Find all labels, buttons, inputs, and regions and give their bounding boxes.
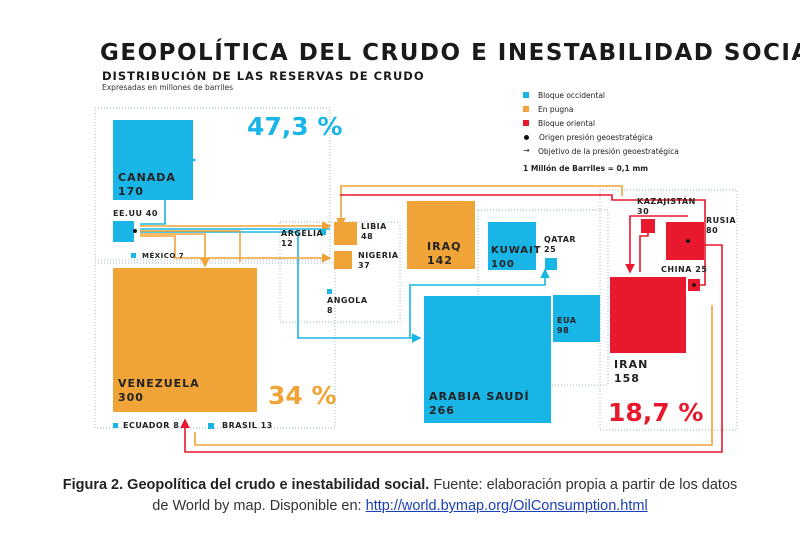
box-angola bbox=[327, 289, 332, 294]
box-arabia bbox=[424, 296, 551, 423]
box-argelia bbox=[320, 229, 326, 235]
label-angola: ANGOLA 8 bbox=[327, 296, 368, 315]
label-eeuu: EE.UU 40 bbox=[113, 209, 158, 218]
label-iraq: IRAQ 142 bbox=[427, 240, 462, 267]
legend-item-east: Bloque oriental bbox=[523, 116, 679, 130]
box-iraq bbox=[407, 201, 475, 269]
label-brasil: BRASIL 13 bbox=[222, 421, 273, 430]
box-kazajistan bbox=[641, 219, 655, 233]
flow-kazajistan-iran bbox=[639, 228, 649, 272]
label-kuwait: KUWAIT 100 bbox=[491, 245, 542, 270]
label-libia: LIBIA 48 bbox=[361, 222, 387, 241]
legend: Bloque occidental En pugna Bloque orient… bbox=[523, 88, 679, 175]
dispute-region-frame bbox=[94, 262, 336, 429]
figure-caption: Figura 2. Geopolítica del crudo e inesta… bbox=[60, 475, 740, 517]
source-link[interactable]: http://world.bymap.org/OilConsumption.ht… bbox=[365, 498, 648, 514]
label-venezuela: VENEZUELA 300 bbox=[118, 377, 200, 404]
flow-east-west bbox=[180, 244, 723, 453]
label-iran: IRAN 158 bbox=[614, 358, 649, 385]
origin-dot-china bbox=[692, 283, 696, 287]
origin-dot-rusia bbox=[686, 239, 690, 243]
box-venezuela bbox=[113, 268, 257, 412]
legend-item-target: → Objetivo de la presión geoestratégica bbox=[523, 144, 679, 158]
box-eua bbox=[553, 295, 600, 342]
flow-eeuu-venezuela bbox=[140, 233, 210, 268]
dispute-swatch-icon bbox=[523, 106, 529, 112]
label-rusia: RUSIA 80 bbox=[706, 216, 737, 235]
east-percentage: 18,7 % bbox=[608, 398, 704, 427]
flow-russia-iran bbox=[625, 215, 688, 274]
units-note: Expresadas en millones de barriles bbox=[102, 83, 234, 92]
box-libia bbox=[334, 222, 357, 245]
legend-scale: 1 Millón de Barriles = 0,1 mm bbox=[523, 161, 679, 175]
legend-label: Bloque oriental bbox=[538, 118, 596, 128]
box-brasil bbox=[208, 423, 214, 429]
box-kuwait bbox=[488, 222, 536, 270]
flow-china-iraq bbox=[340, 194, 706, 286]
legend-label: En pugna bbox=[538, 104, 574, 114]
flow-iraq-top bbox=[340, 185, 623, 218]
east-swatch-icon bbox=[523, 120, 529, 126]
west-percentage: 47,3 % bbox=[247, 112, 343, 141]
label-eua: EUA 98 bbox=[557, 316, 577, 335]
legend-label: Bloque occidental bbox=[538, 90, 605, 100]
legend-item-west: Bloque occidental bbox=[523, 88, 679, 102]
box-canada bbox=[113, 120, 193, 200]
flow-eeuu-iraq bbox=[140, 230, 241, 262]
label-qatar: QATAR 25 bbox=[544, 235, 577, 254]
box-eeuu bbox=[113, 221, 134, 242]
box-mexico bbox=[131, 253, 136, 258]
label-ecuador: ECUADOR 8 bbox=[123, 421, 180, 430]
flow-eeuu-nigeria bbox=[140, 235, 332, 263]
box-nigeria bbox=[334, 251, 352, 269]
legend-item-dispute: En pugna bbox=[523, 102, 679, 116]
label-argelia: ARGELIA 12 bbox=[281, 229, 324, 248]
legend-item-origin: Origen presión geoestratégica bbox=[523, 130, 679, 144]
caption-text: Fuente: elaboración propia a partir de l… bbox=[152, 477, 738, 514]
page-subtitle: DISTRIBUCIÓN DE LAS RESERVAS DE CRUDO bbox=[102, 69, 425, 83]
dot-icon bbox=[524, 134, 529, 140]
page-title: GEOPOLÍTICA DEL CRUDO E INESTABILIDAD SO… bbox=[100, 40, 800, 66]
label-nigeria: NIGERIA 37 bbox=[358, 251, 399, 270]
label-arabia: ARABIA SAUDÍ 266 bbox=[429, 390, 530, 417]
flow-eeuu-arabia bbox=[140, 231, 422, 343]
west-region-frame bbox=[94, 107, 331, 261]
flow-kuwait-line bbox=[409, 268, 550, 338]
origin-dot-eeuu bbox=[133, 229, 137, 233]
arrow-right-icon: → bbox=[523, 146, 530, 155]
dispute-percentage: 34 % bbox=[268, 381, 337, 410]
flow-dispute-bottom bbox=[194, 305, 713, 446]
legend-label: Origen presión geoestratégica bbox=[539, 132, 653, 142]
west-swatch-icon bbox=[523, 92, 529, 98]
box-ecuador bbox=[113, 423, 118, 428]
box-qatar bbox=[545, 258, 557, 270]
caption-label: Figura 2. Geopolítica del crudo e inesta… bbox=[62, 477, 430, 493]
label-kazajistan: KAZAJISTÁN 30 bbox=[637, 197, 696, 216]
label-china: CHINA 25 bbox=[661, 265, 708, 274]
box-iran bbox=[610, 277, 686, 353]
legend-scale-text: 1 Millón de Barriles = 0,1 mm bbox=[523, 163, 649, 173]
box-rusia bbox=[666, 222, 704, 260]
legend-label: Objetivo de la presión geoestratégica bbox=[538, 146, 679, 156]
label-mexico: MÉXICO 7 bbox=[142, 252, 185, 260]
label-canada: CANADA 170 bbox=[118, 171, 176, 198]
